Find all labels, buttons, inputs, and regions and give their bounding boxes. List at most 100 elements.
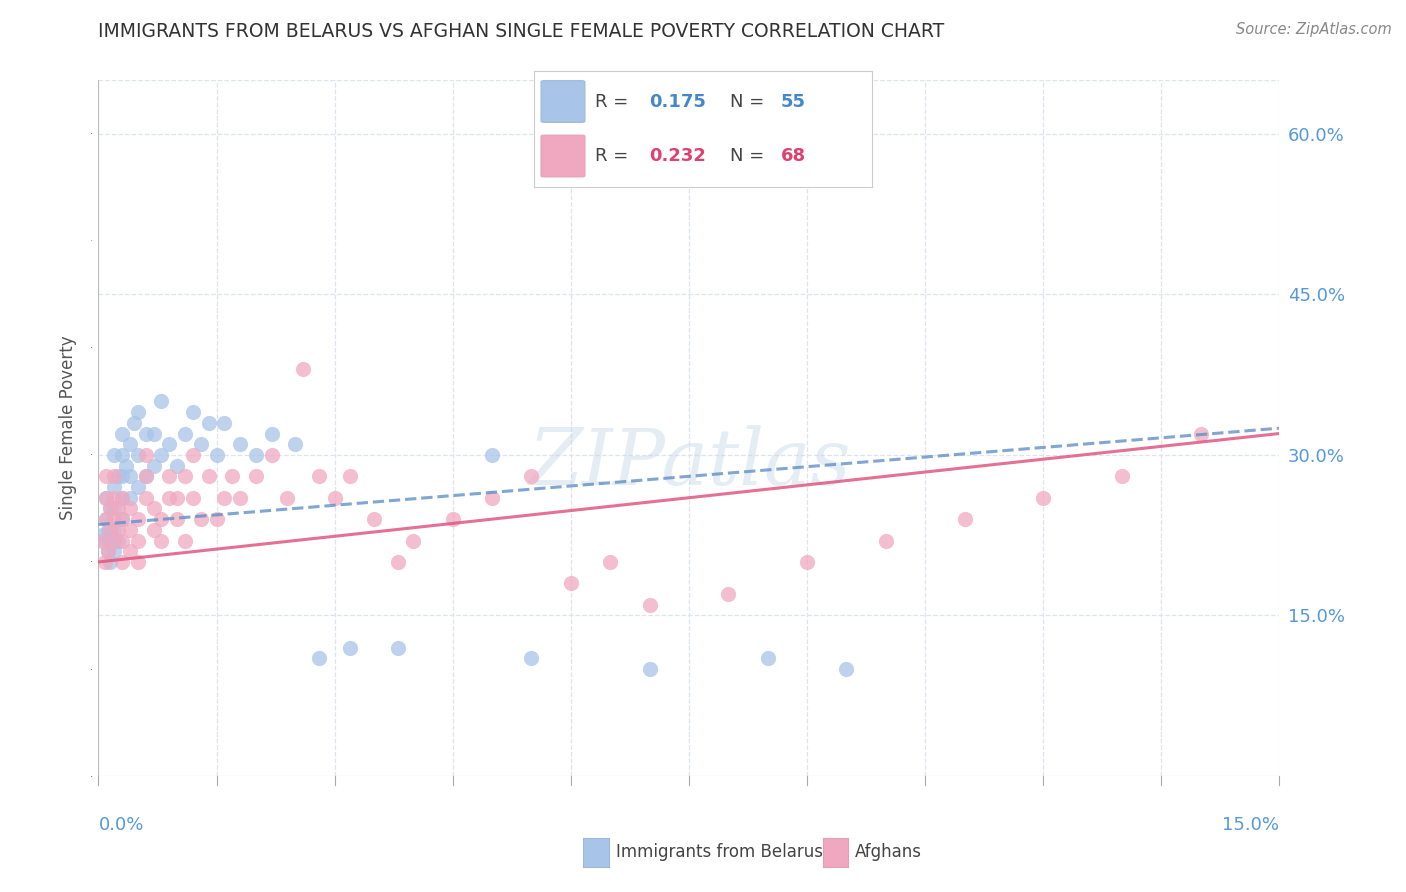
Text: 0.232: 0.232 [650,147,706,165]
Point [97,523,120,537]
Point [135,448,157,462]
Point [205,448,228,462]
Point [118,469,141,483]
Point [150,448,173,462]
Point [166,512,188,526]
Point [953,512,976,526]
Point [260,426,283,441]
Point [174,426,197,441]
Point [402,533,425,548]
Point [103,491,125,505]
Text: N =: N = [730,93,770,111]
Text: N =: N = [730,147,770,165]
Text: 0.175: 0.175 [650,93,706,111]
Point [339,640,361,655]
Point [111,469,134,483]
Point [127,480,149,494]
Point [103,523,125,537]
Point [157,469,180,483]
Point [103,544,125,558]
Point [111,491,134,505]
Point [107,533,129,548]
Point [174,533,197,548]
Point [1111,469,1133,483]
Point [260,448,283,462]
Point [1032,491,1054,505]
Point [835,662,858,676]
Point [91,533,114,548]
Point [111,491,134,505]
Point [190,437,212,451]
Text: 15.0%: 15.0% [1222,816,1279,834]
Point [166,491,188,505]
Text: IMMIGRANTS FROM BELARUS VS AFGHAN SINGLE FEMALE POVERTY CORRELATION CHART: IMMIGRANTS FROM BELARUS VS AFGHAN SINGLE… [98,22,945,41]
Point [150,533,173,548]
Point [135,469,157,483]
Point [197,469,219,483]
Point [118,491,141,505]
Point [98,501,121,516]
Text: Immigrants from Belarus: Immigrants from Belarus [616,843,823,861]
Text: 68: 68 [780,147,806,165]
Point [292,362,315,376]
Point [135,426,157,441]
Point [363,512,385,526]
Point [118,544,141,558]
Point [118,437,141,451]
Point [127,512,149,526]
Point [107,501,129,516]
Point [103,480,125,494]
Point [96,491,118,505]
Point [284,437,307,451]
Point [756,651,779,665]
Point [221,469,243,483]
Point [111,555,134,569]
FancyBboxPatch shape [541,80,585,122]
Point [135,491,157,505]
Point [103,512,125,526]
Point [98,523,121,537]
Point [98,555,121,569]
Point [111,426,134,441]
Point [245,448,267,462]
Point [96,491,118,505]
Text: R =: R = [595,93,634,111]
Text: R =: R = [595,147,634,165]
Point [1189,426,1212,441]
Point [229,437,252,451]
Point [150,512,173,526]
Point [717,587,740,601]
Point [103,469,125,483]
Point [560,576,582,591]
Point [93,533,115,548]
Point [638,598,661,612]
Point [118,501,141,516]
Point [111,512,134,526]
Point [166,458,188,473]
Point [174,469,197,483]
Point [197,416,219,430]
Point [103,448,125,462]
Point [111,533,134,548]
Point [339,469,361,483]
Point [98,533,121,548]
Point [96,469,118,483]
Point [135,469,157,483]
Point [214,491,236,505]
Point [387,640,409,655]
Point [181,405,204,419]
Point [214,416,236,430]
Point [96,512,118,526]
Point [93,555,115,569]
Point [118,523,141,537]
Point [229,491,252,505]
Text: Afghans: Afghans [855,843,922,861]
Point [97,544,120,558]
Point [796,555,818,569]
Point [103,533,125,548]
Point [96,512,118,526]
Point [245,469,267,483]
Point [122,416,145,430]
Text: Source: ZipAtlas.com: Source: ZipAtlas.com [1236,22,1392,37]
Point [157,491,180,505]
